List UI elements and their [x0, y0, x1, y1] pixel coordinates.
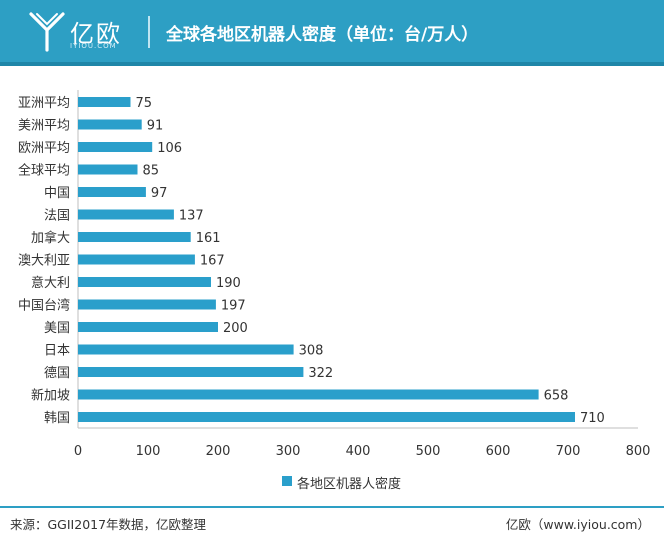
data-label: 167: [200, 254, 225, 269]
x-tick-label: 600: [486, 444, 511, 459]
bar: [78, 119, 142, 130]
brand-credit: 亿欧（www.iyiou.com）: [505, 517, 650, 532]
bar: [78, 389, 539, 400]
footer-divider: [0, 506, 664, 508]
logo: 亿欧 IYIOU.COM: [28, 10, 138, 54]
logo-subtext: IYIOU.COM: [70, 42, 117, 50]
bar: [78, 232, 191, 242]
data-label: 710: [580, 411, 605, 426]
category-label: 中国台湾: [18, 298, 70, 314]
header-divider: [148, 16, 150, 48]
category-label: 中国: [44, 186, 70, 201]
category-label: 意大利: [31, 275, 70, 291]
bar: [78, 322, 218, 332]
bar: [78, 142, 153, 152]
x-tick-label: 100: [136, 444, 161, 459]
category-label: 亚洲平均: [18, 96, 70, 111]
data-label: 75: [136, 96, 153, 111]
category-label: 全球平均: [18, 163, 70, 179]
data-label: 308: [299, 344, 324, 359]
data-label: 106: [157, 141, 182, 156]
bar: [78, 277, 211, 287]
bar: [78, 187, 146, 197]
source-note: 来源：GGII2017年数据，亿欧整理: [10, 517, 207, 532]
category-label: 美国: [44, 321, 70, 336]
category-label: 新加坡: [31, 388, 70, 404]
data-label: 658: [544, 389, 569, 404]
category-label: 日本: [44, 344, 70, 359]
data-label: 91: [147, 119, 164, 134]
data-label: 322: [308, 366, 333, 381]
data-label: 197: [221, 299, 246, 314]
x-tick-label: 300: [276, 444, 301, 459]
category-label: 澳大利亚: [18, 253, 70, 269]
data-label: 97: [151, 186, 168, 201]
x-tick-label: 200: [206, 444, 231, 459]
x-tick-label: 0: [74, 444, 82, 459]
x-tick-label: 400: [346, 444, 371, 459]
header-banner: 亿欧 IYIOU.COM 全球各地区机器人密度（单位：台/万人）: [0, 0, 664, 66]
bar: [78, 344, 294, 355]
category-label: 欧洲平均: [18, 141, 70, 156]
bar: [78, 209, 174, 220]
x-tick-label: 500: [416, 444, 441, 459]
data-label: 85: [143, 164, 160, 179]
category-label: 加拿大: [31, 230, 70, 246]
data-label: 190: [216, 276, 241, 291]
data-label: 200: [223, 321, 248, 336]
legend-swatch: [282, 476, 292, 486]
category-label: 德国: [44, 366, 70, 381]
logo-text: 亿欧: [70, 20, 122, 48]
data-label: 137: [179, 209, 204, 224]
bar: [78, 299, 216, 310]
logo-mark-icon: [29, 12, 65, 52]
x-tick-label: 800: [626, 444, 651, 459]
bar-chart: 0 100 200 300 400 500 600 700 800 亚洲平均 75 美洲平均 91 欧洲平…: [18, 90, 651, 459]
bar: [78, 97, 131, 107]
category-label: 法国: [44, 209, 70, 224]
data-label: 161: [196, 231, 221, 246]
bar: [78, 254, 195, 265]
bar: [78, 367, 304, 377]
x-tick-label: 700: [556, 444, 581, 459]
chart-title: 全球各地区机器人密度（单位：台/万人）: [166, 25, 479, 45]
category-label: 韩国: [44, 411, 70, 426]
bar: [78, 412, 575, 422]
legend-label: 各地区机器人密度: [297, 477, 402, 492]
bar: [78, 164, 138, 175]
category-label: 美洲平均: [18, 119, 70, 134]
